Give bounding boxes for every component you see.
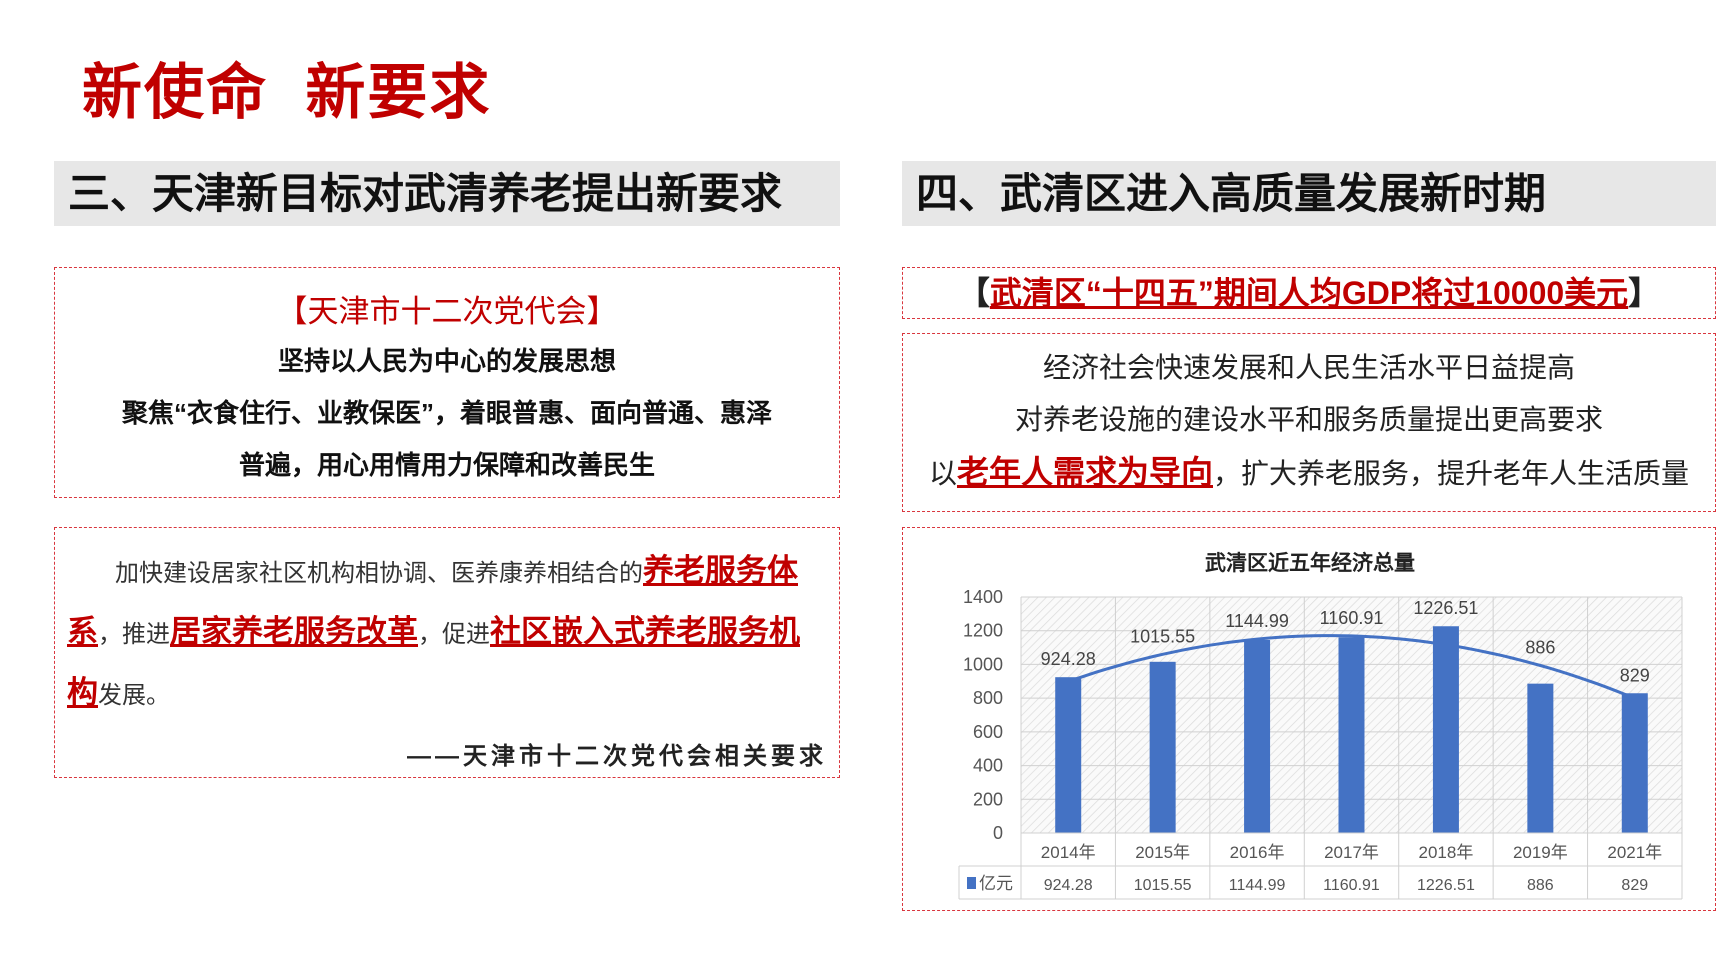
trendline — [1067, 634, 1636, 700]
table-value: 829 — [1621, 877, 1648, 894]
y-tick-label: 1400 — [963, 587, 1003, 607]
y-tick-label: 800 — [973, 688, 1003, 708]
data-label: 886 — [1525, 637, 1555, 657]
data-label: 1226.51 — [1413, 598, 1478, 618]
source-attribution: ——天津市十二次党代会相关要求 — [407, 743, 827, 770]
data-label: 924.28 — [1041, 649, 1096, 669]
gdp-banner: 【武清区“十四五”期间人均GDP将过10000美元】 — [902, 267, 1716, 319]
x-tick-label: 2015年 — [1135, 843, 1190, 862]
requirements-box: 加快建设居家社区机构相协调、医养康养相结合的养老服务体系，推进居家养老服务改革，… — [54, 527, 840, 778]
y-tick-label: 200 — [973, 789, 1003, 809]
dev-line-3: 以老年人需求为导向，扩大养老服务，提升老年人生活质量 — [928, 454, 1690, 490]
section-header-left: 三、天津新目标对武清养老提出新要求 — [54, 161, 840, 226]
bar — [1621, 693, 1648, 833]
y-tick-label: 1000 — [963, 654, 1003, 674]
x-tick-label: 2016年 — [1230, 843, 1285, 862]
table-value: 1015.55 — [1134, 877, 1192, 894]
x-tick-label: 2014年 — [1041, 843, 1096, 862]
gdp-chart: 武清区近五年经济总量 0 200 400 600 800 1000 1200 1400 924.… — [958, 551, 1683, 900]
table-value: 1144.99 — [1229, 877, 1286, 894]
requirements-text: 加快建设居家社区机构相协调、医养康养相结合的养老服务体系，推进居家养老服务改革，… — [67, 553, 800, 710]
y-tick-label: 0 — [993, 823, 1003, 843]
party-congress-box: 【天津市十二次党代会】 坚持以人民为中心的发展思想 聚焦“衣食住行、业教保医”，… — [54, 267, 840, 498]
y-tick-label: 600 — [973, 722, 1003, 742]
box-line: 聚焦“衣食住行、业教保医”，着眼普惠、面向普通、惠泽 — [121, 398, 772, 428]
development-box: 经济社会快速发展和人民生活水平日益提高 对养老设施的建设水平和服务质量提出更高要… — [902, 333, 1716, 512]
box-line: 普遍，用心用情用力保障和改善民生 — [238, 450, 655, 480]
bar — [1055, 677, 1082, 833]
box-heading: 【天津市十二次党代会】 — [276, 294, 618, 329]
chart-title: 武清区近五年经济总量 — [1205, 551, 1415, 575]
x-tick-label: 2019年 — [1513, 843, 1568, 862]
y-tick-label: 1200 — [963, 621, 1003, 641]
data-label: 1144.99 — [1225, 611, 1289, 631]
x-tick-label: 2018年 — [1419, 843, 1474, 862]
data-label: 1015.55 — [1130, 626, 1195, 646]
x-tick-label: 2021年 — [1607, 843, 1662, 862]
data-label: 1160.91 — [1320, 608, 1384, 628]
table-value: 1160.91 — [1323, 877, 1380, 894]
dev-line-2: 对养老设施的建设水平和服务质量提出更高要求 — [1014, 404, 1603, 435]
bar — [1149, 661, 1176, 833]
chart-box: 武清区近五年经济总量 0 200 400 600 800 1000 1200 1400 924.… — [902, 527, 1716, 911]
dev-line-1: 经济社会快速发展和人民生活水平日益提高 — [1042, 352, 1575, 383]
box-line: 坚持以人民为中心的发展思想 — [277, 346, 616, 376]
table-value: 1226.51 — [1417, 877, 1475, 894]
section-header-right: 四、武清区进入高质量发展新时期 — [902, 161, 1716, 226]
page-title: 新使命 新要求 — [82, 59, 492, 126]
x-tick-label: 2017年 — [1324, 843, 1379, 862]
bar — [1527, 683, 1554, 833]
bar — [1432, 626, 1459, 833]
bar — [1338, 637, 1365, 833]
data-label: 829 — [1620, 665, 1650, 685]
bar — [1244, 639, 1271, 833]
legend-label: 亿元 — [979, 874, 1013, 893]
table-value: 886 — [1527, 877, 1554, 894]
y-tick-label: 400 — [973, 756, 1003, 776]
legend-swatch — [967, 877, 976, 889]
table-value: 924.28 — [1044, 877, 1093, 894]
